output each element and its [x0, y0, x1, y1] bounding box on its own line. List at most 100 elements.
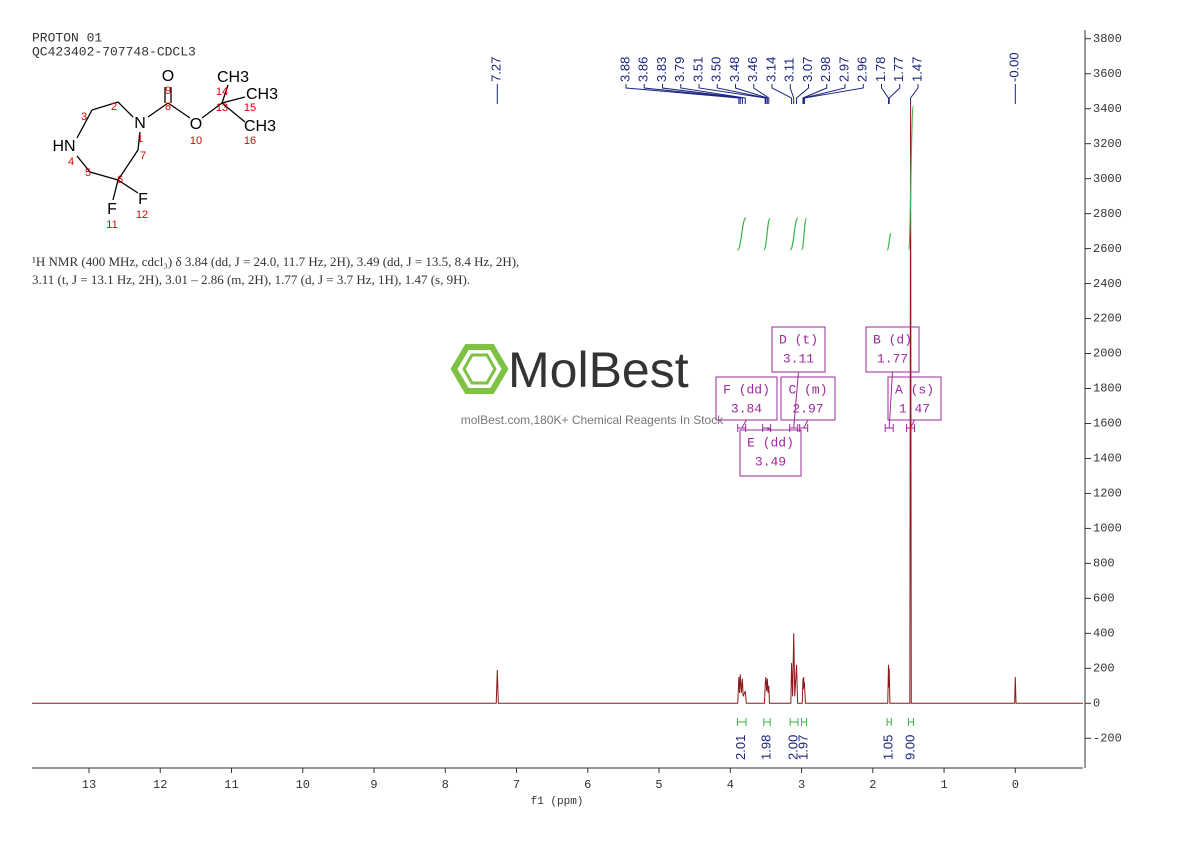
peak-connector [803, 84, 846, 104]
integral-bracket [907, 718, 914, 726]
peak-label: 3.46 [745, 57, 760, 82]
peak-connector [771, 84, 793, 104]
atom-label: CH3 [244, 118, 276, 135]
peak-connector [716, 84, 767, 104]
y-tick-label: 0 [1093, 696, 1100, 710]
integral-bracket [801, 718, 808, 726]
x-tick-label: 11 [224, 778, 238, 792]
peak-label: 3.79 [672, 57, 687, 82]
peak-label: 1.77 [891, 57, 906, 82]
x-tick-label: 8 [442, 778, 449, 792]
y-tick-label: 3200 [1093, 137, 1122, 151]
atom-label: O [162, 68, 174, 85]
y-tick-label: 3000 [1093, 172, 1122, 186]
peak-connector [802, 84, 828, 104]
atom-number: 3 [81, 111, 87, 123]
atom-number: 11 [106, 219, 117, 231]
x-tick-label: 5 [655, 778, 662, 792]
multiplet-label: F (dd) [723, 382, 770, 397]
y-tick-label: 2200 [1093, 312, 1122, 326]
peak-label: 3.11 [782, 58, 797, 82]
atom-label: F [107, 201, 117, 218]
peak-connector [643, 84, 741, 104]
y-tick-label: 2600 [1093, 242, 1122, 256]
atom-label: HN [52, 138, 75, 155]
atom-number: 1 [137, 133, 143, 145]
y-tick-label: 1400 [1093, 452, 1122, 466]
multiplet-connector [906, 419, 916, 432]
multiplet-connector [799, 419, 809, 432]
integral-label: 2.01 [733, 735, 748, 760]
peak-label: 3.88 [617, 57, 632, 82]
integral-label: 1.05 [881, 735, 896, 760]
atom-number: 4 [68, 156, 74, 168]
peak-connector [680, 84, 746, 104]
watermark: MolBest molBest.com,180K+ Chemical Reage… [450, 342, 724, 427]
atom-number: 2 [111, 101, 117, 113]
watermark-tagline: molBest.com,180K+ Chemical Reagents In S… [461, 413, 724, 427]
integral-curve [886, 232, 892, 251]
y-tick-label: 2800 [1093, 207, 1122, 221]
integral-bracket [736, 718, 747, 726]
multiplet-label: D (t) [779, 332, 818, 347]
multiplet-connector [884, 371, 894, 432]
integral-label: 9.00 [902, 735, 917, 760]
x-tick-label: 0 [1012, 778, 1019, 792]
multiplet-label: B (d) [873, 332, 912, 347]
peak-connector [735, 84, 768, 104]
y-tick-label: 3400 [1093, 102, 1122, 116]
peak-label: 3.07 [800, 57, 815, 82]
nmr-description: ¹H NMR (400 MHz, cdcl₃) δ 3.84 (dd, J = … [32, 254, 519, 269]
multiplet-connector [762, 424, 772, 432]
peak-label: 3.86 [636, 57, 651, 82]
x-tick-label: 2 [869, 778, 876, 792]
multiplet-connector [789, 371, 799, 432]
header-subtitle: QC423402-707748-CDCL3 [32, 44, 196, 59]
multiplet-shift: 3.49 [755, 454, 786, 469]
peak-label: 7.27 [489, 57, 504, 82]
x-tick-label: 1 [940, 778, 947, 792]
peak-label: -0.00 [1007, 52, 1022, 82]
integral-curve [763, 217, 771, 251]
atom-number: 16 [244, 135, 256, 147]
peak-label: 3.83 [654, 57, 669, 82]
peak-connector [910, 84, 919, 104]
atom-number: 9 [165, 85, 171, 97]
header-title: PROTON 01 [32, 30, 102, 45]
multiplet-label: A (s) [895, 382, 934, 397]
x-tick-label: 6 [584, 778, 591, 792]
peak-connector [662, 84, 743, 104]
integral-label: 1.98 [758, 735, 773, 760]
integral-curve [789, 217, 799, 251]
atom-number: 8 [165, 101, 171, 113]
x-tick-label: 13 [82, 778, 96, 792]
atom-label: N [134, 115, 146, 132]
y-tick-label: 2000 [1093, 347, 1122, 361]
peak-label: 1.47 [909, 57, 924, 82]
peak-label: 3.50 [709, 57, 724, 82]
integral-bracket [886, 718, 892, 726]
peak-connector [803, 84, 864, 104]
watermark-brand: MolBest [508, 342, 689, 398]
y-tick-label: -200 [1093, 731, 1122, 745]
atom-number: 14 [216, 86, 228, 98]
x-tick-label: 7 [513, 778, 520, 792]
y-tick-label: 800 [1093, 557, 1115, 571]
peak-label: 2.97 [836, 57, 851, 82]
peak-connector [753, 84, 770, 104]
structure-bonds [76, 84, 246, 201]
peak-label: 2.98 [818, 57, 833, 82]
integral-bracket [789, 718, 799, 726]
y-tick-label: 2400 [1093, 277, 1122, 291]
x-tick-label: 10 [296, 778, 310, 792]
x-tick-label: 12 [153, 778, 167, 792]
multiplet-shift: 2.97 [792, 401, 823, 416]
y-tick-label: 400 [1093, 627, 1115, 641]
atom-number: 13 [216, 102, 228, 114]
spectrum-line [32, 103, 1083, 704]
y-tick-label: 1200 [1093, 487, 1122, 501]
x-tick-label: 9 [370, 778, 377, 792]
atom-number: 12 [136, 209, 148, 221]
peak-label: 1.78 [873, 57, 888, 82]
